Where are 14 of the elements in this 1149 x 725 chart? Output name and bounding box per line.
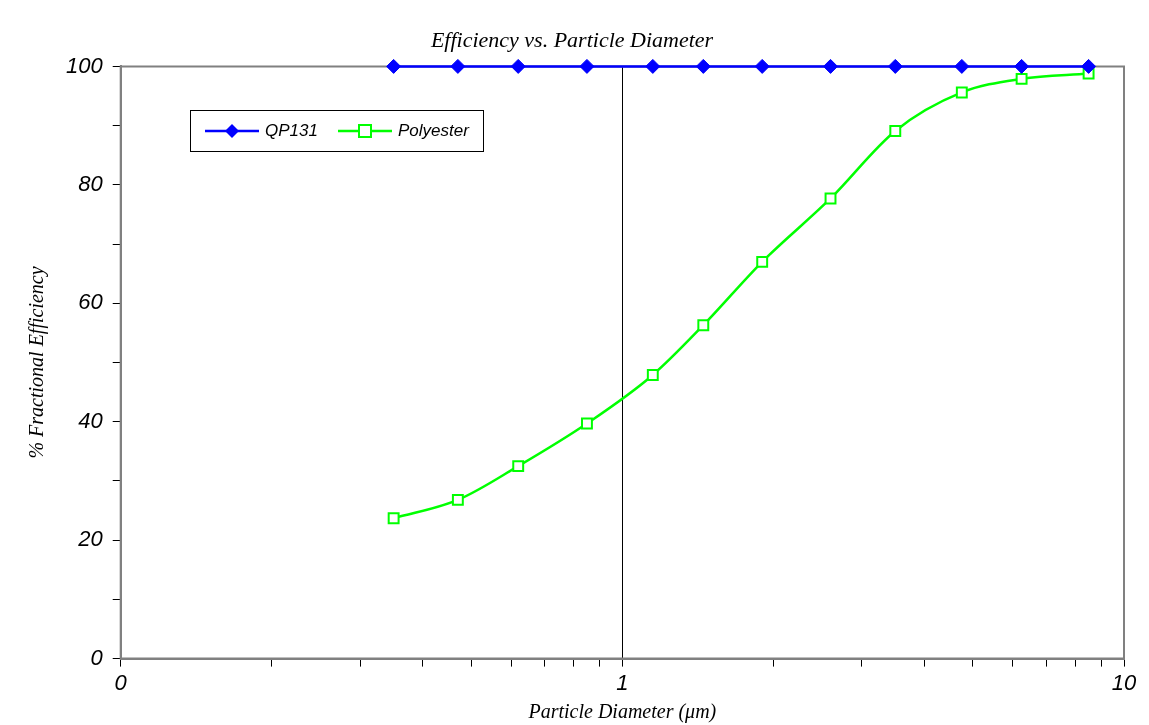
y-tick-label: 40 [78,407,104,433]
y-tick-label: 60 [78,289,104,315]
legend-label: Polyester [397,121,469,141]
y-tick-label: 20 [77,526,104,552]
legend-label: QP131 [265,121,318,141]
y-tick-label: 0 [90,644,104,670]
x-tick-label: 1 [616,669,629,695]
y-tick-label: 80 [78,170,104,196]
x-tick-label: 10 [1111,669,1137,695]
x-tick-label: 0 [114,669,128,695]
chart-title: Efficiency vs. Particle Diameter [429,26,714,52]
y-tick-label: 100 [65,52,104,78]
y-axis-title: % Fractional Efficiency [25,266,49,459]
x-axis-title: Particle Diameter (μm) [527,700,717,724]
